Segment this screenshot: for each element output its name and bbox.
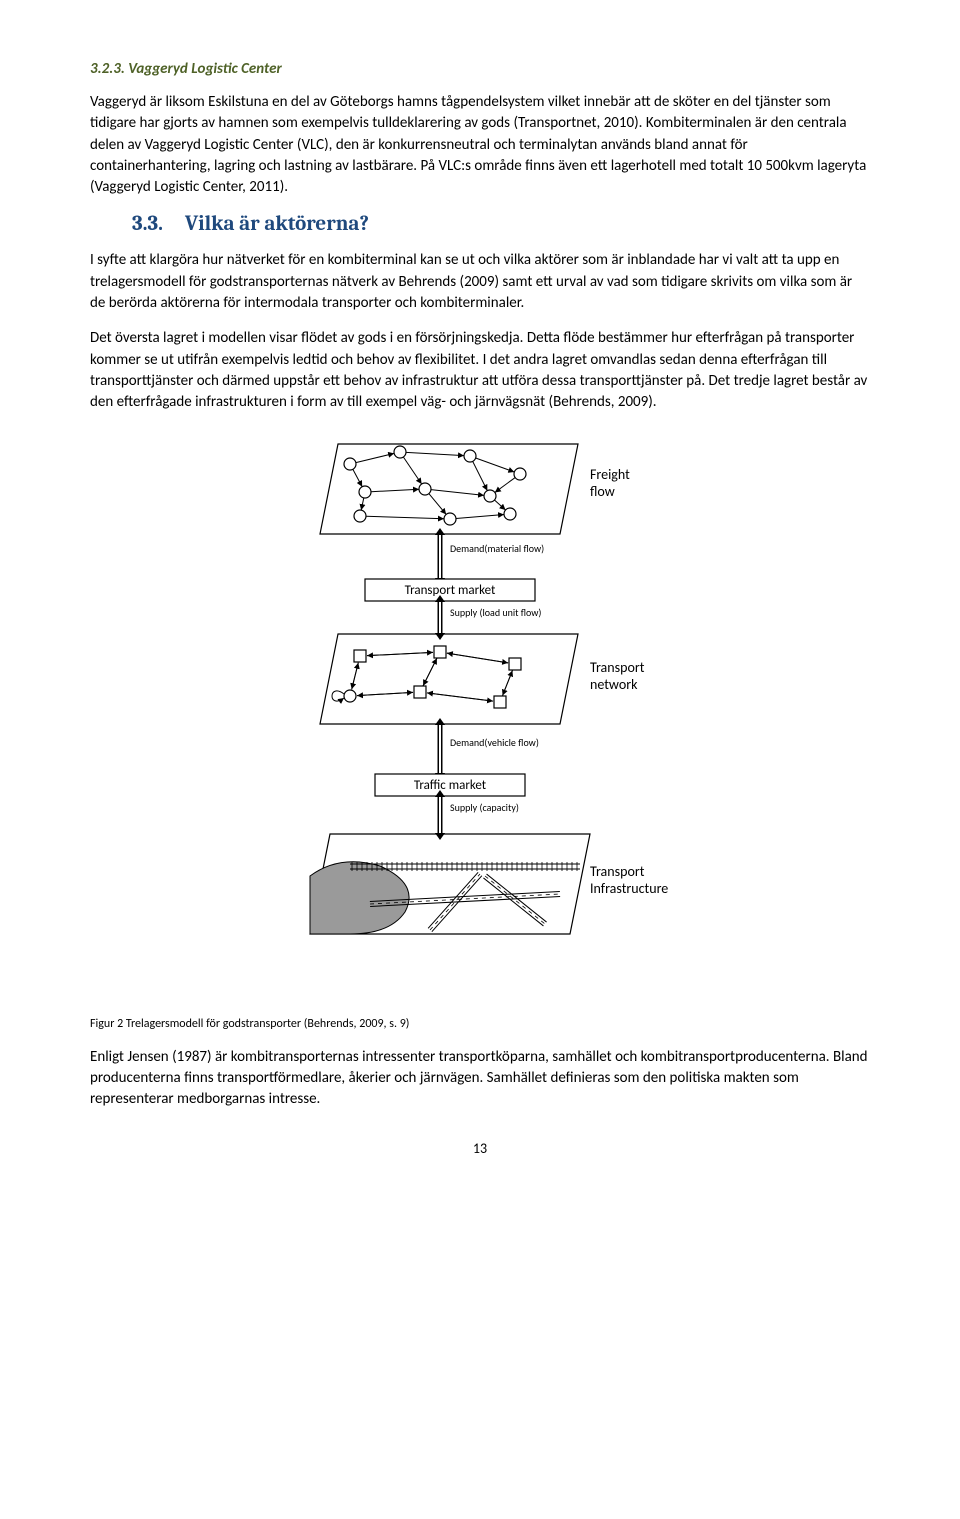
page-number: 13 — [90, 1140, 870, 1157]
figure-trelagersmodell: Freightflow Demand(material flow) Transpor… — [90, 434, 870, 999]
document-page: 3.2.3. Vaggeryd Logistic Center Vaggeryd… — [0, 0, 960, 1197]
svg-text:Demand(material flow): Demand(material flow) — [450, 542, 544, 555]
svg-text:flow: flow — [590, 483, 615, 500]
svg-text:Transport market: Transport market — [405, 583, 496, 598]
svg-text:Supply (load unit flow): Supply (load unit flow) — [450, 606, 541, 619]
svg-text:Transport: Transport — [590, 863, 645, 880]
svg-text:Transport: Transport — [590, 659, 645, 676]
svg-text:Freight: Freight — [590, 466, 630, 483]
paragraph-4: Enligt Jensen (1987) är kombitransporter… — [90, 1047, 870, 1111]
paragraph-3: Det översta lagret i modellen visar flöd… — [90, 328, 870, 413]
section-heading: 3.3. Vilka är aktörerna? — [132, 212, 870, 236]
svg-text:Demand(vehicle flow): Demand(vehicle flow) — [450, 736, 539, 749]
svg-text:Infrastructure: Infrastructure — [590, 880, 668, 897]
svg-text:network: network — [590, 676, 638, 693]
paragraph-1: Vaggeryd är liksom Eskilstuna en del av … — [90, 92, 870, 198]
svg-text:Supply (capacity): Supply (capacity) — [450, 801, 519, 814]
section-number: 3.3. — [132, 212, 163, 236]
subsection-heading: 3.2.3. Vaggeryd Logistic Center — [90, 60, 870, 78]
section-title: Vilka är aktörerna? — [185, 212, 369, 236]
paragraph-2: I syfte att klargöra hur nätverket för e… — [90, 250, 870, 314]
svg-text:Traffic market: Traffic market — [414, 778, 487, 793]
figure-svg: Freightflow Demand(material flow) Transpor… — [290, 434, 670, 994]
figure-caption: Figur 2 Trelagersmodell för godstranspor… — [90, 1017, 870, 1031]
